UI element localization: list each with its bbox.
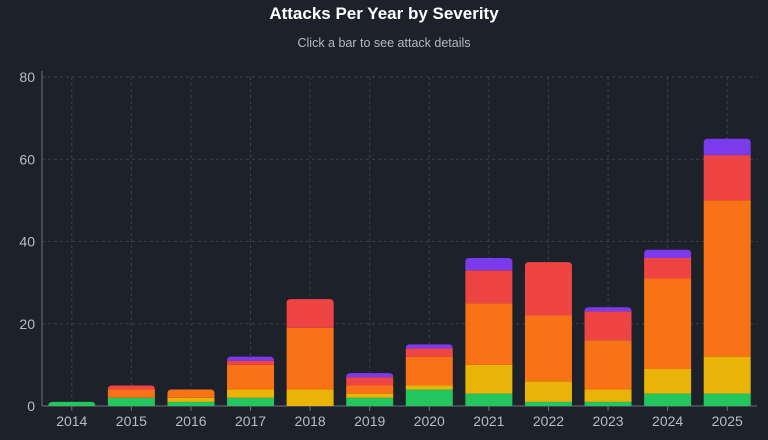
bar-segment[interactable] <box>107 385 155 390</box>
x-tick-label: 2024 <box>652 413 683 429</box>
bar-segment[interactable] <box>227 360 275 365</box>
x-tick-label: 2020 <box>414 413 445 429</box>
bar-segment[interactable] <box>346 397 394 406</box>
y-tick-label: 20 <box>19 316 35 332</box>
x-tick-label: 2019 <box>354 413 385 429</box>
bar-segment[interactable] <box>167 401 215 406</box>
x-tick-label: 2025 <box>712 413 743 429</box>
bar-segment[interactable] <box>465 303 513 365</box>
bar-segment[interactable] <box>405 389 453 406</box>
bar-segment[interactable] <box>703 356 751 394</box>
bar-segment[interactable] <box>48 401 96 406</box>
bar-segment[interactable] <box>644 368 692 394</box>
bar-segment[interactable] <box>524 401 572 406</box>
bar-segment[interactable] <box>405 385 453 390</box>
bar-segment[interactable] <box>465 257 513 271</box>
bar-segment[interactable] <box>465 393 513 406</box>
y-tick-label: 0 <box>27 398 35 414</box>
bar-segment[interactable] <box>644 257 692 279</box>
bar-segment[interactable] <box>227 397 275 406</box>
bar-segment[interactable] <box>405 356 453 386</box>
bar-segment[interactable] <box>346 373 394 378</box>
y-tick-label: 80 <box>19 69 35 85</box>
bar-segment[interactable] <box>524 381 572 402</box>
x-tick-label: 2014 <box>56 413 87 429</box>
x-tick-label: 2021 <box>473 413 504 429</box>
bar-segment[interactable] <box>227 389 275 398</box>
bar-segment[interactable] <box>524 262 572 316</box>
bar-segment[interactable] <box>346 393 394 398</box>
y-tick-label: 40 <box>19 234 35 250</box>
bar-segment[interactable] <box>107 397 155 406</box>
y-tick-label: 60 <box>19 151 35 167</box>
x-tick-label: 2015 <box>116 413 147 429</box>
bar-segment[interactable] <box>584 340 632 390</box>
bar-segment[interactable] <box>644 278 692 369</box>
bar-segment[interactable] <box>584 307 632 312</box>
bar-segment[interactable] <box>286 389 334 406</box>
x-tick-label: 2022 <box>533 413 564 429</box>
bar-segment[interactable] <box>286 327 334 390</box>
bar-segment[interactable] <box>584 311 632 341</box>
bar-segment[interactable] <box>167 389 215 398</box>
chart-title: Attacks Per Year by Severity <box>269 4 499 23</box>
bar-segment[interactable] <box>703 200 751 357</box>
bar-segment[interactable] <box>703 138 751 156</box>
x-tick-label: 2023 <box>592 413 623 429</box>
bar-segment[interactable] <box>465 364 513 394</box>
bar-segment[interactable] <box>703 155 751 201</box>
bar-segment[interactable] <box>107 389 155 398</box>
bar-segment[interactable] <box>465 270 513 304</box>
x-tick-label: 2016 <box>175 413 206 429</box>
bar-segment[interactable] <box>584 401 632 406</box>
bar-segment[interactable] <box>644 249 692 258</box>
bar-segment[interactable] <box>644 393 692 406</box>
x-tick-label: 2018 <box>295 413 326 429</box>
bar-segment[interactable] <box>524 315 572 382</box>
bar-segment[interactable] <box>405 344 453 349</box>
x-tick-label: 2017 <box>235 413 266 429</box>
chart-subtitle: Click a bar to see attack details <box>297 36 471 50</box>
bar-segment[interactable] <box>227 356 275 361</box>
bar-segment[interactable] <box>167 397 215 402</box>
bar-segment[interactable] <box>346 385 394 394</box>
bar-segment[interactable] <box>405 348 453 357</box>
bar-segment[interactable] <box>286 299 334 328</box>
bar-segment[interactable] <box>346 377 394 386</box>
bar-segment[interactable] <box>703 393 751 406</box>
bar-segment[interactable] <box>227 364 275 390</box>
bar-segment[interactable] <box>584 389 632 402</box>
